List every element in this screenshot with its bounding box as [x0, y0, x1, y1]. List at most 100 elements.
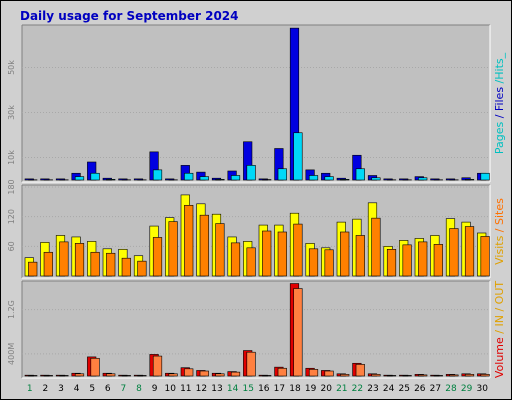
bar-visits [121, 257, 131, 277]
x-axis: 1 2 3 4 5 6 7 8 9 10 11 12 13 14 15 16 17 18 19 20 21 22 23 24 2… [27, 384, 488, 394]
x-tick-label: 4 [74, 384, 80, 394]
bar-visits [480, 236, 490, 277]
x-tick-label: 3 [58, 384, 64, 394]
x-tick-label: 5 [89, 384, 95, 394]
bar-out [199, 370, 209, 377]
x-tick-label: 2 [43, 384, 49, 394]
bar-pages [480, 172, 490, 181]
bar-visits [28, 261, 38, 277]
bar-visits [371, 217, 381, 277]
panel-hits-plot-area [22, 25, 490, 182]
bar-out [418, 374, 428, 377]
legend-part: / [493, 111, 506, 122]
bar-out [277, 367, 287, 377]
bar-pages [246, 165, 256, 181]
chart-title: Daily usage for September 2024 [20, 9, 239, 23]
bar-pages [418, 177, 428, 181]
bar-visits [324, 249, 334, 277]
x-tick-label: 7 [121, 384, 127, 394]
y-tick-label: 180 [7, 179, 16, 194]
x-tick-label: 18 [289, 384, 301, 394]
bar-out [386, 375, 397, 377]
y-tick-label: 120 [7, 209, 16, 224]
x-tick-label: 16 [258, 384, 270, 394]
x-tick-label: 26 [414, 384, 426, 394]
bar-visits [230, 242, 241, 277]
x-tick-label: 6 [105, 384, 111, 394]
panel-visits-plot-area [22, 185, 490, 278]
bar-visits [215, 223, 225, 277]
bar-visits [43, 251, 53, 277]
legend-part: / [493, 79, 506, 86]
bar-pages [293, 132, 303, 181]
bar-visits [308, 248, 319, 277]
bar-visits [106, 252, 116, 277]
bar-out [262, 375, 272, 377]
panel-hits-legend: Pages / Files /Hits_ [493, 52, 506, 154]
panel-visits: 60 120 180 Visits / Sites [7, 179, 506, 279]
legend-part: Visits [493, 235, 506, 264]
bar-out [324, 370, 334, 377]
x-tick-label: 24 [383, 384, 395, 394]
panel-visits-legend: Visits / Sites [493, 198, 506, 265]
bar-visits [90, 251, 100, 277]
legend-part: / [493, 327, 506, 338]
bar-out [449, 374, 459, 377]
legend-part: Volume [493, 337, 506, 378]
bar-pages [199, 176, 209, 181]
bar-pages [355, 168, 365, 181]
legend-part: Sites [493, 198, 506, 225]
bar-visits [293, 223, 303, 277]
bar-visits [137, 260, 147, 277]
bar-out [355, 364, 365, 377]
bar-out [106, 373, 116, 377]
legend-part: Files [493, 87, 506, 111]
x-tick-label: 30 [476, 384, 488, 394]
bar-out [402, 375, 412, 377]
x-tick-label: 14 [227, 384, 239, 394]
bar-visits [152, 237, 163, 277]
legend-part: Pages [493, 122, 506, 155]
bar-out [293, 288, 303, 377]
panel-volume: 400M 1.2G Volume / IN / OUT [7, 280, 506, 379]
bar-pages [106, 179, 116, 181]
bar-pages [308, 175, 319, 181]
bar-out [90, 357, 100, 377]
bar-visits [184, 204, 194, 277]
bar-out [168, 373, 178, 377]
x-tick-label: 15 [242, 384, 253, 394]
bar-out [43, 375, 53, 377]
x-tick-label: 28 [445, 384, 457, 394]
x-tick-label: 1 [27, 384, 33, 394]
x-tick-label: 25 [398, 384, 409, 394]
bar-out [340, 374, 350, 377]
x-tick-label: 13 [211, 384, 222, 394]
y-tick-label: 400M [7, 343, 16, 365]
bar-visits [262, 230, 272, 277]
bar-pages [371, 177, 381, 181]
y-tick-label: 60 [7, 241, 16, 251]
bar-visits [246, 247, 256, 277]
bar-out [74, 373, 85, 377]
x-tick-label: 19 [305, 384, 317, 394]
bar-pages [74, 176, 85, 181]
bar-pages [230, 175, 241, 181]
bar-visits [74, 243, 85, 277]
bar-visits [59, 241, 69, 277]
bar-out [137, 375, 147, 377]
bar-pages [324, 176, 334, 181]
bar-out [308, 369, 319, 377]
bar-pages [152, 169, 163, 181]
bar-out [215, 373, 225, 377]
y-tick-label: 50k [7, 60, 16, 75]
bar-visits [168, 221, 178, 277]
legend-part: / [493, 225, 506, 236]
bar-out [433, 375, 443, 377]
bar-pages [90, 172, 100, 181]
bar-out [152, 355, 163, 377]
x-tick-label: 17 [274, 384, 285, 394]
bar-visits [340, 231, 350, 277]
x-tick-label: 20 [320, 384, 332, 394]
